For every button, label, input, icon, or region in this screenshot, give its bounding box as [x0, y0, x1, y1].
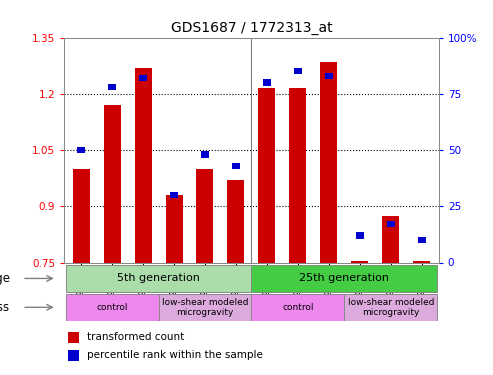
Title: GDS1687 / 1772313_at: GDS1687 / 1772313_at [171, 21, 332, 35]
Bar [352, 261, 368, 262]
Text: 25th generation: 25th generation [299, 273, 389, 284]
Bar [289, 88, 306, 262]
Bar [104, 105, 121, 262]
Bar [72, 169, 90, 262]
Bar [108, 84, 116, 90]
Bar [68, 350, 79, 361]
Bar [159, 294, 251, 321]
Bar [251, 294, 344, 321]
Bar [232, 163, 240, 169]
Text: transformed count: transformed count [87, 332, 184, 342]
Bar [135, 68, 151, 262]
Bar [387, 221, 394, 227]
Text: age: age [0, 272, 10, 285]
Bar [170, 192, 178, 198]
Bar [77, 147, 85, 153]
Text: 5th generation: 5th generation [117, 273, 200, 284]
Bar [66, 294, 159, 321]
Bar [251, 265, 437, 292]
Text: stress: stress [0, 301, 10, 314]
Bar [320, 62, 337, 262]
Bar [197, 169, 213, 262]
Bar [344, 294, 437, 321]
Bar [294, 68, 302, 74]
Bar [356, 232, 364, 238]
Bar [166, 195, 182, 262]
Bar [66, 265, 251, 292]
Text: control: control [282, 303, 314, 312]
Text: control: control [96, 303, 128, 312]
Bar [325, 73, 333, 79]
Bar [201, 152, 209, 157]
Text: low-shear modeled
microgravity: low-shear modeled microgravity [348, 298, 434, 317]
Bar [139, 75, 147, 81]
Bar [227, 180, 245, 262]
Text: percentile rank within the sample: percentile rank within the sample [87, 350, 262, 360]
Bar [413, 261, 430, 262]
Bar [258, 88, 276, 262]
Bar [263, 80, 271, 86]
Bar [382, 216, 399, 262]
Bar [418, 237, 425, 243]
Bar [68, 332, 79, 343]
Text: low-shear modeled
microgravity: low-shear modeled microgravity [162, 298, 248, 317]
